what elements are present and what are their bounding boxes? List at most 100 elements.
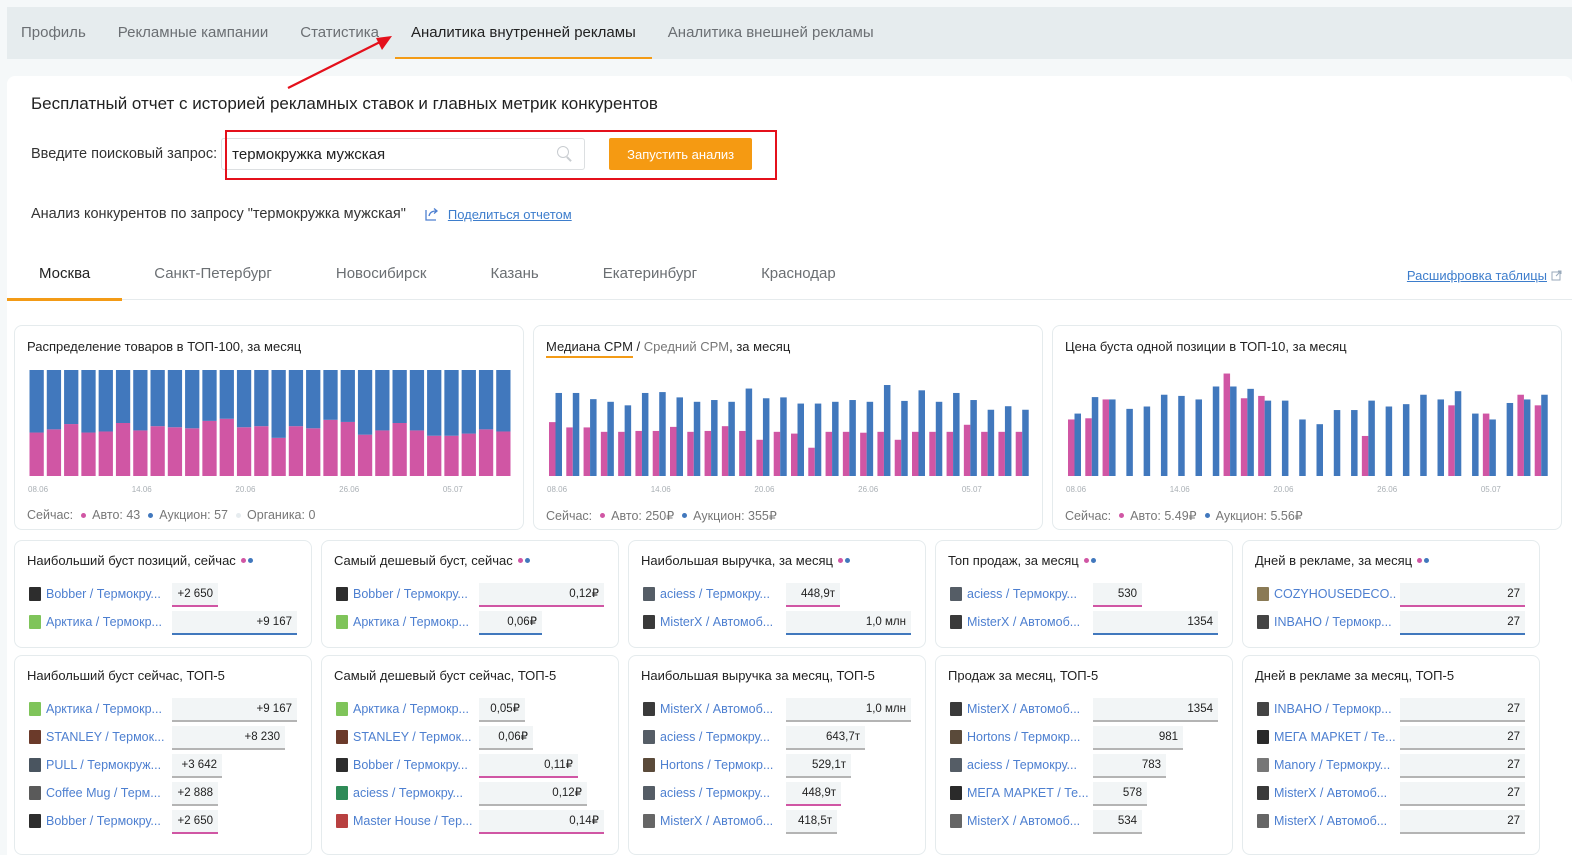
product-thumbnail[interactable]: [336, 615, 348, 629]
bar-auction[interactable]: [814, 403, 822, 476]
bar-auction[interactable]: [427, 370, 442, 436]
bar-auction[interactable]: [728, 401, 735, 476]
search-field[interactable]: [221, 138, 586, 170]
bar-auto[interactable]: [427, 435, 442, 476]
product-thumbnail[interactable]: [336, 702, 348, 716]
product-link[interactable]: INBAHO / Термокр...: [1274, 615, 1392, 629]
bar-auto[interactable]: [721, 426, 729, 476]
bar-auction[interactable]: [115, 370, 131, 423]
product-link[interactable]: aciess / Термокру...: [967, 758, 1077, 772]
product-link[interactable]: MisterX / Автомоб...: [660, 814, 774, 828]
bar-auto[interactable]: [323, 419, 338, 476]
product-link[interactable]: COZYHOUSEDECO...: [1274, 587, 1397, 601]
city-tab-kazan[interactable]: Казань: [490, 265, 539, 282]
product-link[interactable]: aciess / Термокру...: [353, 786, 463, 800]
bar-auto[interactable]: [1068, 419, 1075, 476]
bar-auction[interactable]: [970, 400, 977, 476]
product-link[interactable]: Hortons / Термокр...: [660, 758, 774, 772]
bar-auction[interactable]: [202, 370, 217, 421]
bar-auto[interactable]: [1085, 418, 1092, 476]
product-link[interactable]: STANLEY / Термок...: [353, 730, 472, 744]
bar-auction[interactable]: [607, 401, 614, 476]
city-tab-krasnodar[interactable]: Краснодар: [761, 265, 836, 282]
bar-auto[interactable]: [444, 435, 459, 476]
bar-auto[interactable]: [254, 426, 269, 476]
bar-auto[interactable]: [219, 418, 234, 476]
bar-auction[interactable]: [1420, 394, 1427, 476]
bar-auto[interactable]: [860, 432, 867, 476]
product-link[interactable]: МЕГА МАРКЕТ / Те...: [967, 786, 1089, 800]
bar-auction[interactable]: [762, 398, 770, 476]
bar-auction[interactable]: [254, 370, 269, 427]
bar-auction[interactable]: [866, 401, 874, 476]
product-thumbnail[interactable]: [643, 730, 655, 744]
product-thumbnail[interactable]: [643, 587, 655, 601]
bar-auto[interactable]: [115, 423, 131, 476]
product-thumbnail[interactable]: [1257, 730, 1269, 744]
bar-auto[interactable]: [946, 431, 954, 476]
product-link[interactable]: aciess / Термокру...: [660, 587, 770, 601]
bar-auto[interactable]: [1482, 413, 1490, 476]
product-thumbnail[interactable]: [29, 786, 41, 800]
product-thumbnail[interactable]: [1257, 786, 1269, 800]
bar-auto[interactable]: [929, 431, 936, 476]
bar-auction[interactable]: [236, 370, 252, 428]
bar-auto[interactable]: [29, 432, 44, 476]
bar-auction[interactable]: [340, 370, 355, 422]
bar-auction[interactable]: [1178, 395, 1185, 476]
product-thumbnail[interactable]: [643, 786, 655, 800]
bar-auction[interactable]: [1160, 394, 1168, 476]
product-thumbnail[interactable]: [29, 615, 41, 629]
city-tab-moscow[interactable]: Москва: [7, 254, 123, 301]
bar-auction[interactable]: [1230, 386, 1237, 476]
product-link[interactable]: STANLEY / Термок...: [46, 730, 165, 744]
bar-auction[interactable]: [572, 392, 580, 476]
bar-auction[interactable]: [711, 400, 718, 476]
product-link[interactable]: Bobber / Термокру...: [353, 758, 468, 772]
bar-auto[interactable]: [461, 433, 476, 476]
product-link[interactable]: Coffee Mug / Терм...: [46, 786, 161, 800]
bar-auction[interactable]: [555, 392, 563, 476]
product-link[interactable]: MisterX / Автомоб...: [1274, 814, 1388, 828]
bar-auction[interactable]: [883, 385, 891, 476]
bar-auto[interactable]: [167, 427, 183, 476]
product-thumbnail[interactable]: [643, 702, 655, 716]
run-analysis-button[interactable]: Запустить анализ: [609, 138, 753, 170]
bar-auto[interactable]: [773, 431, 781, 476]
bar-auction[interactable]: [1385, 406, 1393, 476]
bar-auction[interactable]: [901, 400, 908, 476]
product-thumbnail[interactable]: [29, 730, 41, 744]
bar-auto[interactable]: [652, 430, 660, 476]
product-link[interactable]: MisterX / Автомоб...: [660, 615, 774, 629]
bar-auction[interactable]: [64, 370, 79, 425]
bar-auction[interactable]: [832, 401, 839, 476]
bar-auction[interactable]: [167, 370, 183, 428]
bar-auto[interactable]: [704, 430, 712, 476]
bar-auto[interactable]: [478, 429, 494, 476]
bar-auction[interactable]: [1454, 391, 1462, 476]
product-thumbnail[interactable]: [643, 814, 655, 828]
product-thumbnail[interactable]: [29, 587, 41, 601]
bar-auction[interactable]: [676, 397, 684, 476]
bar-auction[interactable]: [745, 388, 753, 476]
share-report-link[interactable]: Поделиться отчетом: [447, 206, 572, 222]
bar-auction[interactable]: [693, 401, 701, 476]
product-link[interactable]: Арктика / Термокр...: [46, 615, 162, 629]
bar-auto[interactable]: [133, 430, 148, 476]
city-tab-ekaterinburg[interactable]: Екатеринбург: [602, 265, 698, 282]
product-link[interactable]: Арктика / Термокр...: [353, 702, 469, 716]
search-icon[interactable]: [556, 145, 574, 163]
product-thumbnail[interactable]: [1257, 587, 1269, 601]
product-thumbnail[interactable]: [950, 702, 962, 716]
share-icon[interactable]: [424, 206, 440, 222]
bar-auction[interactable]: [1281, 400, 1289, 476]
bar-auction[interactable]: [150, 370, 165, 427]
product-link[interactable]: Master House / Тер...: [353, 814, 473, 828]
bar-auction[interactable]: [1109, 399, 1116, 476]
product-link[interactable]: Bobber / Термокру...: [46, 587, 161, 601]
tab-internal-ad-analytics[interactable]: Аналитика внутренней рекламы: [395, 7, 652, 59]
product-link[interactable]: Арктика / Термокр...: [46, 702, 162, 716]
bar-auction[interactable]: [478, 370, 494, 430]
city-tab-spb[interactable]: Санкт-Петербург: [154, 265, 272, 282]
product-link[interactable]: aciess / Термокру...: [660, 786, 770, 800]
